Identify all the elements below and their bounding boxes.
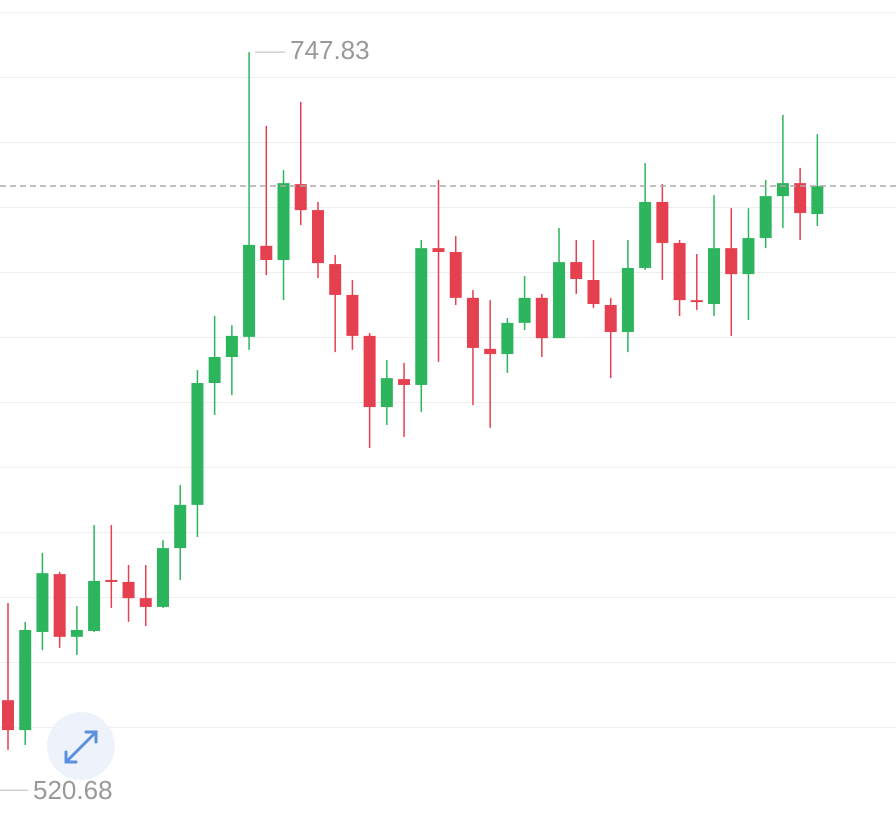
candle-body (139, 598, 152, 607)
candle-body (811, 186, 824, 215)
candle-body (122, 581, 135, 599)
candle-body (243, 244, 256, 337)
candle-body (673, 242, 686, 301)
candle-body (329, 264, 342, 295)
candle-body (260, 245, 273, 260)
candle-body (535, 297, 548, 339)
expand-icon[interactable] (64, 730, 98, 764)
candle-body (156, 548, 169, 607)
candle-body (225, 335, 238, 358)
candle-body (742, 238, 755, 275)
candle-body (208, 357, 221, 384)
candle-body (776, 183, 789, 197)
candle-body (725, 248, 738, 275)
low-label: 520.68 (33, 775, 113, 805)
candle-body (36, 573, 49, 632)
candle-body (380, 378, 393, 408)
candle-body (2, 700, 14, 731)
candle-body (277, 183, 290, 260)
candle-body (518, 297, 531, 323)
candle-body (70, 630, 83, 637)
candle-body (501, 322, 514, 355)
candle-body (794, 183, 807, 214)
candle-body (570, 262, 583, 280)
candle-body (484, 348, 497, 355)
candle-body (466, 297, 479, 348)
candle-body (294, 184, 307, 211)
candle-body (639, 201, 652, 268)
candle-body (311, 210, 324, 264)
expand-button[interactable] (47, 712, 115, 780)
candle-body (553, 262, 566, 339)
candle-body (759, 196, 772, 239)
candle-body (587, 279, 600, 305)
candle-body (19, 630, 32, 731)
candle-body (604, 305, 617, 332)
candle-body (449, 252, 462, 298)
candle-body (346, 294, 359, 336)
candle-body (53, 574, 66, 637)
candle-body (432, 248, 445, 253)
candle-body (191, 383, 204, 505)
candle-body (708, 248, 721, 305)
candle-body (174, 504, 187, 549)
candle-body (690, 300, 703, 303)
candle-body (88, 580, 101, 631)
high-label: 747.83 (290, 35, 370, 65)
candle-body (621, 267, 634, 332)
grid (0, 12, 896, 729)
candle-body (363, 335, 376, 408)
candle-body (415, 248, 428, 385)
candle-body (398, 379, 411, 385)
candle-body (105, 579, 118, 582)
candle-body (656, 201, 669, 243)
